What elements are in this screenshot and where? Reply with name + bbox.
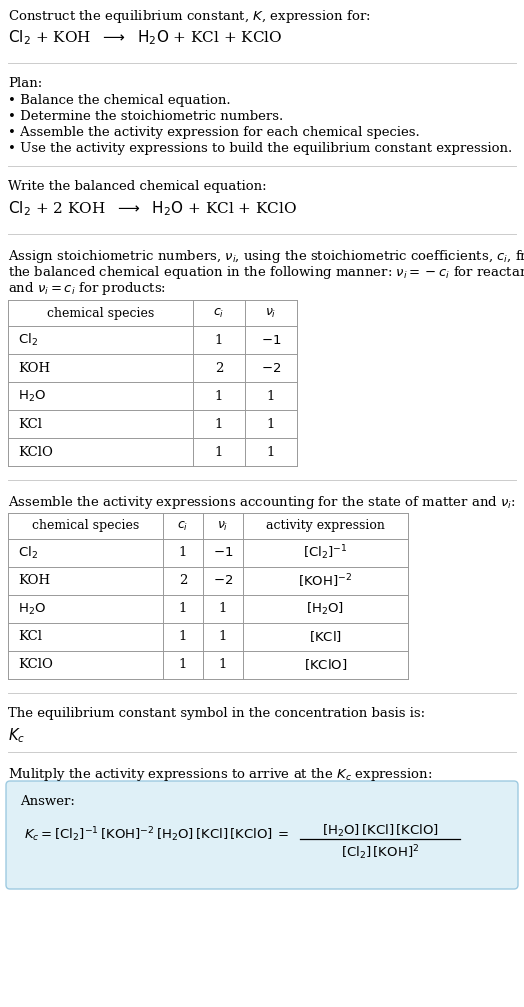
Text: $[\mathrm{Cl_2}]\,[\mathrm{KOH}]^2$: $[\mathrm{Cl_2}]\,[\mathrm{KOH}]^2$ <box>341 843 419 862</box>
Text: Assign stoichiometric numbers, $\nu_i$, using the stoichiometric coefficients, $: Assign stoichiometric numbers, $\nu_i$, … <box>8 248 524 265</box>
Text: Plan:: Plan: <box>8 77 42 90</box>
Text: $\mathrm{Cl_2}$ + KOH  $\longrightarrow$  $\mathrm{H_2O}$ + KCl + KClO: $\mathrm{Cl_2}$ + KOH $\longrightarrow$ … <box>8 28 282 46</box>
Text: $K_c = [\mathrm{Cl_2}]^{-1}\,[\mathrm{KOH}]^{-2}\,[\mathrm{H_2O}]\,[\mathrm{KCl}: $K_c = [\mathrm{Cl_2}]^{-1}\,[\mathrm{KO… <box>24 826 290 844</box>
Text: 1: 1 <box>215 418 223 431</box>
Text: chemical species: chemical species <box>47 306 154 319</box>
Text: KClO: KClO <box>18 445 53 458</box>
Text: • Assemble the activity expression for each chemical species.: • Assemble the activity expression for e… <box>8 126 420 139</box>
Text: KOH: KOH <box>18 362 50 375</box>
Text: • Determine the stoichiometric numbers.: • Determine the stoichiometric numbers. <box>8 110 283 123</box>
Text: $-2$: $-2$ <box>261 362 281 375</box>
Text: $\nu_i$: $\nu_i$ <box>217 520 228 533</box>
Text: KOH: KOH <box>18 575 50 587</box>
Text: KClO: KClO <box>18 659 53 672</box>
Text: KCl: KCl <box>18 630 42 643</box>
Text: $[\mathrm{H_2O}]$: $[\mathrm{H_2O}]$ <box>307 601 345 617</box>
Text: Construct the equilibrium constant, $K$, expression for:: Construct the equilibrium constant, $K$,… <box>8 8 370 25</box>
Text: $-1$: $-1$ <box>213 547 233 560</box>
Text: 1: 1 <box>219 630 227 643</box>
Text: 1: 1 <box>179 630 187 643</box>
Text: KCl: KCl <box>18 418 42 431</box>
Text: Assemble the activity expressions accounting for the state of matter and $\nu_i$: Assemble the activity expressions accoun… <box>8 494 516 511</box>
Text: $\nu_i$: $\nu_i$ <box>265 306 277 319</box>
Text: 1: 1 <box>215 333 223 346</box>
Text: $\mathrm{H_2O}$: $\mathrm{H_2O}$ <box>18 601 46 616</box>
Text: and $\nu_i = c_i$ for products:: and $\nu_i = c_i$ for products: <box>8 280 166 297</box>
Text: $\mathrm{Cl_2}$ + 2 KOH  $\longrightarrow$  $\mathrm{H_2O}$ + KCl + KClO: $\mathrm{Cl_2}$ + 2 KOH $\longrightarrow… <box>8 199 297 218</box>
Text: Answer:: Answer: <box>20 795 75 808</box>
Text: 2: 2 <box>179 575 187 587</box>
Text: 1: 1 <box>267 418 275 431</box>
Text: $[\mathrm{KCl}]$: $[\mathrm{KCl}]$ <box>309 629 342 644</box>
Text: Write the balanced chemical equation:: Write the balanced chemical equation: <box>8 180 267 193</box>
Text: $[\mathrm{Cl_2}]^{-1}$: $[\mathrm{Cl_2}]^{-1}$ <box>303 544 348 562</box>
Text: $[\mathrm{H_2O}]\,[\mathrm{KCl}]\,[\mathrm{KClO}]$: $[\mathrm{H_2O}]\,[\mathrm{KCl}]\,[\math… <box>322 823 439 839</box>
Text: 1: 1 <box>215 390 223 403</box>
FancyBboxPatch shape <box>6 781 518 889</box>
Text: 1: 1 <box>219 659 227 672</box>
Text: $[\mathrm{KOH}]^{-2}$: $[\mathrm{KOH}]^{-2}$ <box>298 572 353 590</box>
Text: 1: 1 <box>267 390 275 403</box>
Text: $c_i$: $c_i$ <box>213 306 225 319</box>
Text: $-2$: $-2$ <box>213 575 233 587</box>
Text: 2: 2 <box>215 362 223 375</box>
Text: $\mathrm{Cl_2}$: $\mathrm{Cl_2}$ <box>18 332 38 348</box>
Text: 1: 1 <box>267 445 275 458</box>
Text: $c_i$: $c_i$ <box>177 520 189 533</box>
Text: 1: 1 <box>179 602 187 615</box>
Text: the balanced chemical equation in the following manner: $\nu_i = -c_i$ for react: the balanced chemical equation in the fo… <box>8 264 524 281</box>
Text: activity expression: activity expression <box>266 520 385 533</box>
Text: 1: 1 <box>219 602 227 615</box>
Text: $[\mathrm{KClO}]$: $[\mathrm{KClO}]$ <box>304 658 347 673</box>
Text: The equilibrium constant symbol in the concentration basis is:: The equilibrium constant symbol in the c… <box>8 707 425 720</box>
Text: $\mathrm{Cl_2}$: $\mathrm{Cl_2}$ <box>18 545 38 561</box>
Text: • Use the activity expressions to build the equilibrium constant expression.: • Use the activity expressions to build … <box>8 142 512 155</box>
Text: $-1$: $-1$ <box>261 333 281 346</box>
Text: Mulitply the activity expressions to arrive at the $K_c$ expression:: Mulitply the activity expressions to arr… <box>8 766 432 783</box>
Text: 1: 1 <box>215 445 223 458</box>
Text: $\mathrm{H_2O}$: $\mathrm{H_2O}$ <box>18 389 46 404</box>
Text: • Balance the chemical equation.: • Balance the chemical equation. <box>8 94 231 107</box>
Text: $K_c$: $K_c$ <box>8 726 25 745</box>
Text: 1: 1 <box>179 659 187 672</box>
Text: 1: 1 <box>179 547 187 560</box>
Text: chemical species: chemical species <box>32 520 139 533</box>
